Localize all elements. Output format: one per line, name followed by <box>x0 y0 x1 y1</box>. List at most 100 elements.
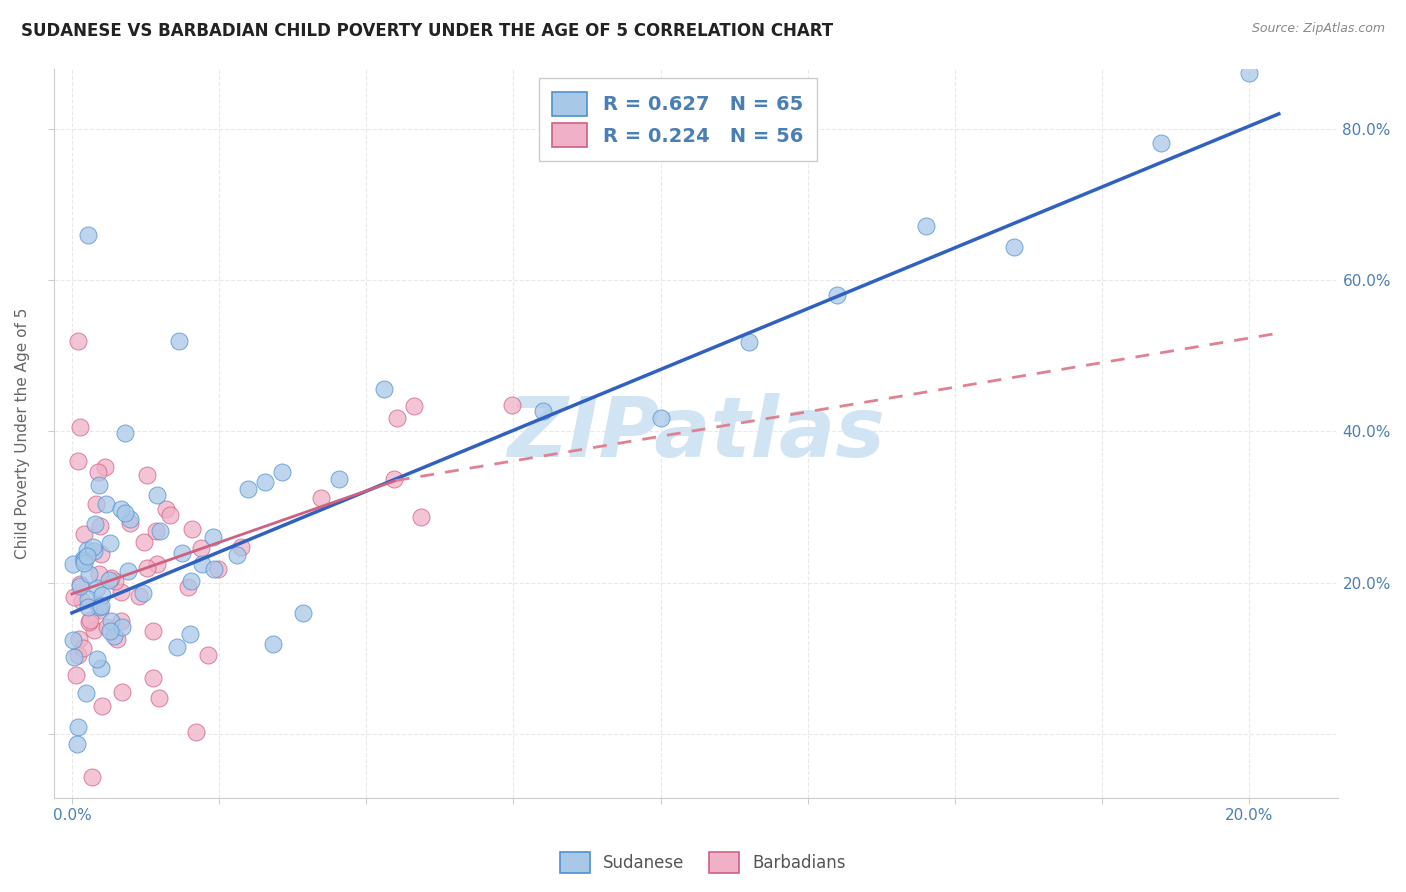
Point <box>100 624 122 639</box>
Point <box>94 497 117 511</box>
Point <box>67 720 90 734</box>
Point <box>89 603 111 617</box>
Point <box>1150 136 1173 151</box>
Point <box>145 524 167 538</box>
Point <box>180 574 202 588</box>
Point <box>180 522 202 536</box>
Point <box>86 581 108 595</box>
Text: Source: ZipAtlas.com: Source: ZipAtlas.com <box>1251 22 1385 36</box>
Point <box>98 536 121 550</box>
Point <box>73 556 96 570</box>
Point <box>87 566 110 581</box>
Point <box>132 535 155 549</box>
Point <box>292 606 315 620</box>
Point <box>236 482 259 496</box>
Point <box>201 530 224 544</box>
Point <box>90 547 112 561</box>
Point <box>825 288 848 302</box>
Point <box>1002 240 1025 254</box>
Point <box>197 648 219 662</box>
Point <box>62 591 84 605</box>
Point <box>90 599 112 613</box>
Point <box>65 668 87 682</box>
Point <box>76 549 98 563</box>
Point <box>110 501 132 516</box>
Point <box>114 506 136 520</box>
Point <box>76 543 98 558</box>
Point <box>89 519 111 533</box>
Point <box>82 541 104 555</box>
Text: SUDANESE VS BARBADIAN CHILD POVERTY UNDER THE AGE OF 5 CORRELATION CHART: SUDANESE VS BARBADIAN CHILD POVERTY UNDE… <box>21 22 834 40</box>
Point <box>69 579 91 593</box>
Point <box>62 558 84 572</box>
Point <box>89 600 111 615</box>
Point <box>207 562 229 576</box>
Point <box>114 425 136 440</box>
Point <box>145 488 167 502</box>
Point <box>66 648 89 662</box>
Point <box>111 685 134 699</box>
Point <box>404 399 426 413</box>
Point <box>77 566 100 581</box>
Point <box>146 558 169 572</box>
Point <box>136 561 159 575</box>
Point <box>66 334 89 348</box>
Point <box>90 661 112 675</box>
Point <box>83 544 105 558</box>
Point <box>89 477 111 491</box>
Point <box>96 620 118 634</box>
Point <box>271 465 294 479</box>
Point <box>149 524 172 538</box>
Point <box>409 510 432 524</box>
Point <box>100 614 122 628</box>
Point <box>75 686 97 700</box>
Point <box>72 552 94 566</box>
Point <box>177 580 200 594</box>
Point <box>118 512 141 526</box>
Point <box>83 623 105 637</box>
Point <box>738 334 761 349</box>
Point <box>382 472 405 486</box>
Legend: R = 0.627   N = 65, R = 0.224   N = 56: R = 0.627 N = 65, R = 0.224 N = 56 <box>538 78 817 161</box>
Point <box>90 588 112 602</box>
Point <box>87 465 110 479</box>
Point <box>84 517 107 532</box>
Text: ZIPatlas: ZIPatlas <box>508 392 884 474</box>
Point <box>77 227 100 242</box>
Point <box>104 574 127 588</box>
Point <box>117 564 139 578</box>
Point <box>179 627 201 641</box>
Point <box>73 552 96 566</box>
Point <box>79 615 101 629</box>
Point <box>62 633 84 648</box>
Point <box>84 497 107 511</box>
Point <box>1239 66 1261 80</box>
Point <box>135 467 157 482</box>
Point <box>91 699 114 714</box>
Point <box>531 404 554 418</box>
Point <box>111 620 134 634</box>
Point <box>309 491 332 505</box>
Point <box>202 562 225 576</box>
Y-axis label: Child Poverty Under the Age of 5: Child Poverty Under the Age of 5 <box>15 308 30 559</box>
Point <box>166 640 188 655</box>
Point <box>110 585 132 599</box>
Point <box>82 770 104 784</box>
Point <box>159 508 181 522</box>
Point <box>501 398 523 412</box>
Point <box>110 615 132 629</box>
Point <box>67 454 90 468</box>
Point <box>262 637 284 651</box>
Point <box>86 597 108 611</box>
Point <box>142 624 165 638</box>
Point <box>170 546 193 560</box>
Point <box>70 593 93 607</box>
Point <box>190 557 212 571</box>
Point <box>142 672 165 686</box>
Point <box>98 573 121 587</box>
Point <box>69 576 91 591</box>
Point <box>69 632 91 646</box>
Point <box>76 591 98 606</box>
Point <box>167 334 190 348</box>
Point <box>79 613 101 627</box>
